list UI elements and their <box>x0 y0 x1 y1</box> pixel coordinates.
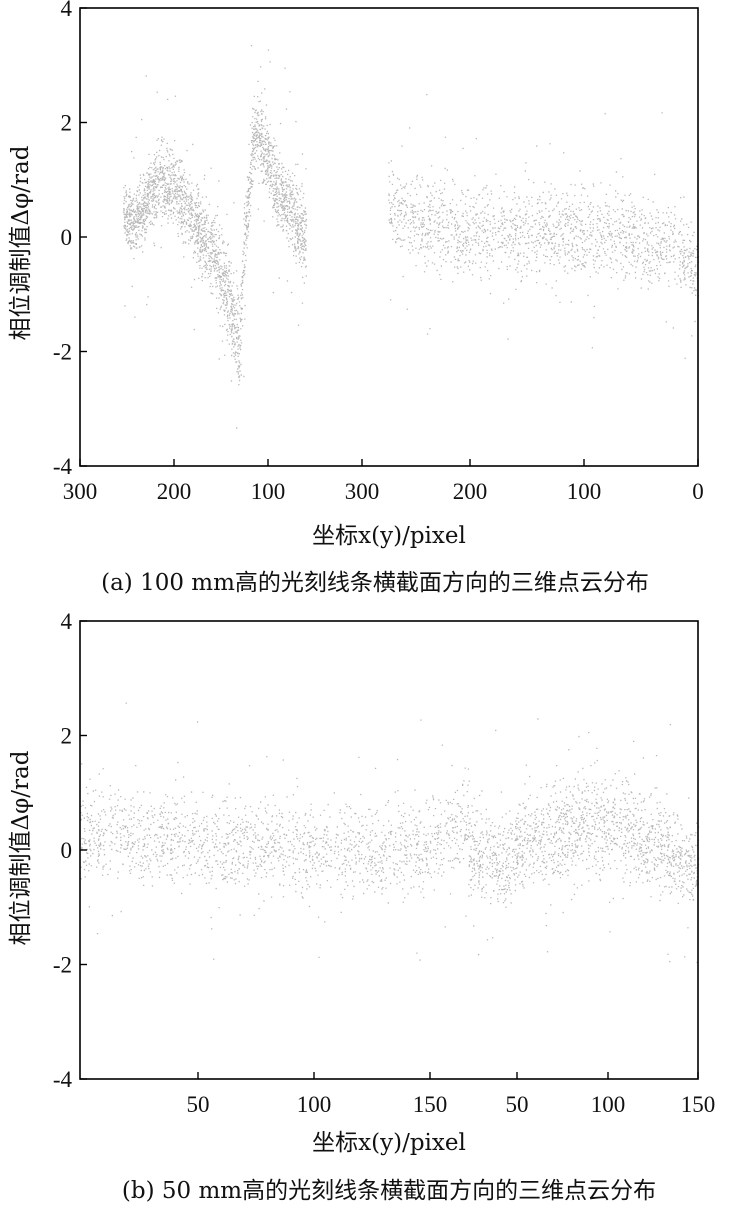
x-tick-label: 50 <box>506 1092 529 1117</box>
x-axis-label-a: 坐标x(y)/pixel <box>312 523 466 549</box>
point-cloud-b <box>80 702 700 964</box>
scatter-points-a <box>123 45 700 429</box>
y-tick-label: -4 <box>53 454 73 479</box>
y-tick-label: 4 <box>61 609 73 634</box>
x-tick-label: 150 <box>681 1092 716 1117</box>
chart-panel-b: 相位调制值Δφ/rad -4 -2 0 2 4 50 100 150 50 100 150 坐标x… <box>8 609 715 1204</box>
x-tick-label: 100 <box>567 479 602 504</box>
x-ticks-a: 300 200 100 300 200 100 0 <box>63 459 704 504</box>
y-tick-label: 0 <box>61 225 73 250</box>
plot-frame-b <box>79 620 699 1080</box>
x-tick-label: 0 <box>692 479 704 504</box>
x-tick-label: 200 <box>453 479 488 504</box>
x-tick-label: 100 <box>591 1092 626 1117</box>
y-tick-label: -4 <box>53 1067 73 1092</box>
y-ticks-b: -4 -2 0 2 4 <box>53 609 87 1092</box>
x-tick-label: 300 <box>345 479 380 504</box>
y-tick-label: 2 <box>61 724 73 749</box>
point-cloud-a <box>123 45 700 429</box>
plot-frame-a <box>79 7 699 467</box>
y-tick-label: 0 <box>61 838 73 863</box>
caption-a: (a) 100 mm高的光刻线条横截面方向的三维点云分布 <box>101 570 649 596</box>
x-tick-label: 50 <box>187 1092 210 1117</box>
y-tick-label: -2 <box>53 953 72 978</box>
y-axis-label-b: 相位调制值Δφ/rad <box>8 750 34 945</box>
x-tick-label: 150 <box>413 1092 448 1117</box>
y-tick-label: 4 <box>61 0 73 21</box>
x-ticks-b: 50 100 150 50 100 150 <box>187 1072 716 1117</box>
y-axis-label-a: 相位调制值Δφ/rad <box>8 145 34 340</box>
x-tick-label: 300 <box>63 479 98 504</box>
x-tick-label: 200 <box>157 479 192 504</box>
caption-b: (b) 50 mm高的光刻线条横截面方向的三维点云分布 <box>122 1178 656 1204</box>
x-axis-label-b: 坐标x(y)/pixel <box>312 1130 466 1156</box>
y-tick-label: 2 <box>61 111 73 136</box>
y-ticks-a: -4 -2 0 2 4 <box>53 0 87 479</box>
y-tick-label: -2 <box>53 340 72 365</box>
x-tick-label: 100 <box>251 479 286 504</box>
scatter-points-b <box>80 702 700 964</box>
x-tick-label: 100 <box>297 1092 332 1117</box>
